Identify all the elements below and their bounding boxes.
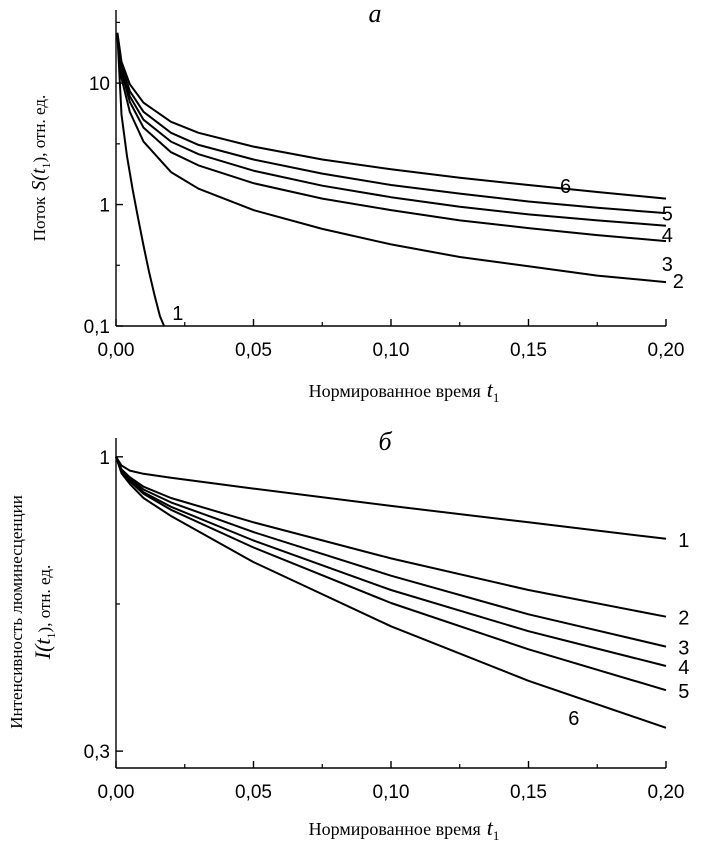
panel-b-series-group <box>115 456 667 729</box>
panel-b-curve-label-5: 5 <box>678 681 689 703</box>
panel-b-curve-label-6: 6 <box>568 708 579 730</box>
panel-b-ticks <box>115 456 667 768</box>
panel-a-y-tick-label: 0,1 <box>84 317 110 338</box>
panel-b-y-axis-label-line2: I(t1), отн. ед. <box>30 565 58 660</box>
panel-a-curve-label-1: 1 <box>172 303 183 325</box>
panel-a-series-3-line <box>116 34 667 243</box>
panel-b-y-tick-label: 1 <box>99 448 110 469</box>
panel-a-y-tick-label: 10 <box>89 74 110 95</box>
panel-a-curve-label-5: 5 <box>662 204 673 226</box>
panel-b-curve-label-3: 3 <box>678 638 689 660</box>
panel-a-tick-labels: 0,00 0,05 0,10 0,15 0,20 0,1 1 10 <box>84 74 685 361</box>
chart-panel-b: б 0,00 0,05 0,10 0,15 0,20 0,3 1 1 2 345 6 Нормир… <box>7 427 689 843</box>
chart-panel-a: а 0,00 0,05 0,10 0,15 0,20 0,1 1 10 1 23 45 6 Норм… <box>28 0 684 405</box>
panel-a-x-tick-label: 0,00 <box>98 340 135 361</box>
panel-b-tick-labels: 0,00 0,05 0,10 0,15 0,20 0,3 1 <box>84 448 685 803</box>
panel-b-x-tick-label: 0,05 <box>235 782 272 803</box>
panel-b-x-tick-label: 0,15 <box>510 782 547 803</box>
panel-b-curve-labels: 1 2 345 6 <box>568 530 689 730</box>
panel-a-x-axis-label: Нормированное время t1 <box>309 377 500 405</box>
panel-b-x-axis-label: Нормированное время t1 <box>309 815 500 843</box>
panel-b-curve-label-2: 2 <box>678 608 689 630</box>
panel-b-x-tick-label: 0,00 <box>98 782 135 803</box>
panel-a-y-axis-label: ПотокS(t1), отн. ед. <box>28 95 53 241</box>
panel-a-curve-label-3: 3 <box>662 254 673 276</box>
panel-a-plot-frame <box>116 10 666 326</box>
panel-a-curve-label-6: 6 <box>560 176 571 198</box>
panel-a-y-tick-label: 1 <box>99 196 110 217</box>
panel-a-series-group <box>116 32 667 327</box>
panel-a-x-tick-label: 0,20 <box>648 340 685 361</box>
panel-a-series-4-line <box>116 34 667 227</box>
panel-b-series-5-line <box>115 456 667 692</box>
panel-b-series-6-line <box>115 456 667 729</box>
panel-b-series-1-line <box>115 456 667 540</box>
panel-a-curve-labels: 1 23 45 6 <box>172 176 684 325</box>
panel-b-curve-label-4: 4 <box>678 657 689 679</box>
panel-a-curve-label-2: 2 <box>673 271 684 293</box>
panel-b-y-axis-label-line1: Интенсивность люминесценции <box>7 495 26 729</box>
panel-a-title: а <box>369 0 382 28</box>
panel-b-curve-label-1: 1 <box>678 530 689 552</box>
panel-b-x-tick-label: 0,20 <box>648 782 685 803</box>
panel-a-series-6-line <box>116 32 667 200</box>
panel-b-x-tick-label: 0,10 <box>373 782 410 803</box>
panel-a-series-2-line <box>116 34 667 284</box>
panel-a-x-tick-label: 0,05 <box>235 340 272 361</box>
panel-b-y-tick-label: 0,3 <box>84 742 110 763</box>
panel-a-series-1-line <box>116 34 166 327</box>
panel-a-ticks <box>115 21 667 327</box>
panel-a-series-5-line <box>116 34 667 215</box>
panel-b-series-4-line <box>115 456 667 667</box>
panel-a-x-tick-label: 0,15 <box>510 340 547 361</box>
panel-b-title: б <box>378 427 392 456</box>
panel-b-series-3-line <box>115 456 667 648</box>
panel-a-curve-label-4: 4 <box>662 225 673 247</box>
panel-a-x-tick-label: 0,10 <box>373 340 410 361</box>
